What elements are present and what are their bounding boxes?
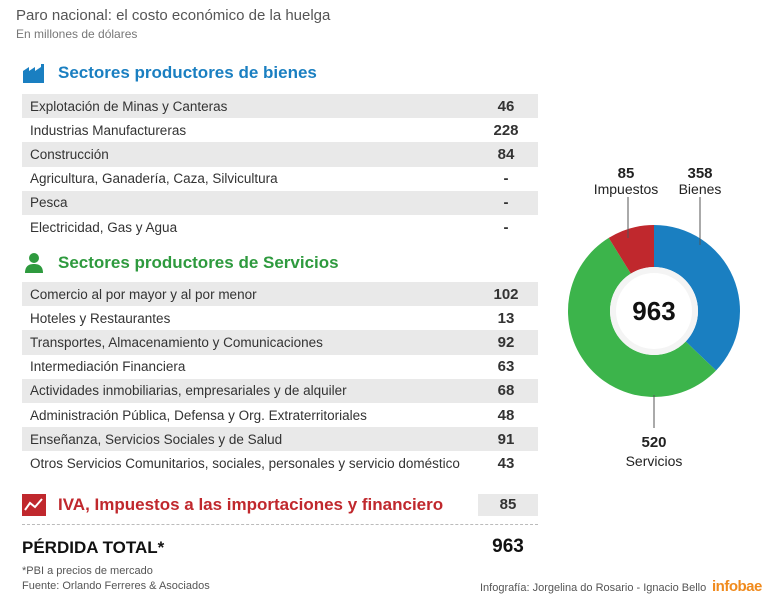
row-value: - bbox=[503, 218, 509, 236]
section-bienes-label: Sectores productores de bienes bbox=[58, 63, 317, 82]
chart-icon bbox=[22, 494, 46, 516]
row-value: 84 bbox=[497, 145, 515, 163]
donut-label-bienes: Bienes bbox=[679, 181, 722, 197]
table-row: Explotación de Minas y Canteras 46 bbox=[22, 94, 538, 119]
row-value: 91 bbox=[497, 430, 515, 448]
table-row: Industrias Manufactureras 228 bbox=[22, 118, 538, 142]
row-value: 48 bbox=[497, 406, 515, 424]
table-row: Comercio al por mayor y al por menor 102 bbox=[22, 282, 538, 307]
factory-icon bbox=[23, 64, 44, 83]
donut-slice-servicios bbox=[568, 237, 717, 397]
table-row: Construcción 84 bbox=[22, 142, 538, 167]
row-label: Enseñanza, Servicios Sociales y de Salud bbox=[30, 431, 283, 447]
section-iva-label: IVA, Impuestos a las importaciones y fin… bbox=[58, 495, 444, 514]
section-servicios-header: Sectores productores de Servicios bbox=[22, 252, 339, 274]
total-label: PÉRDIDA TOTAL* bbox=[22, 538, 165, 557]
credit: Infografía: Jorgelina do Rosario - Ignac… bbox=[480, 582, 707, 594]
bienes-table: Explotación de Minas y Canteras 46 Industr… bbox=[22, 94, 538, 239]
row-label: Otros Servicios Comunitarios, sociales, … bbox=[30, 455, 460, 471]
donut-slice-bienes bbox=[654, 225, 740, 371]
row-value: 228 bbox=[493, 121, 519, 139]
row-label: Hoteles y Restaurantes bbox=[30, 310, 171, 326]
row-label: Agricultura, Ganadería, Caza, Silvicultu… bbox=[30, 171, 278, 187]
row-label: Intermediación Financiera bbox=[30, 359, 186, 375]
table-row: Otros Servicios Comunitarios, sociales, … bbox=[22, 451, 538, 475]
table-row: Pesca - bbox=[22, 190, 538, 215]
row-value: - bbox=[503, 194, 509, 212]
row-value: 92 bbox=[497, 333, 515, 351]
table-row: Administración Pública, Defensa y Org. E… bbox=[22, 403, 538, 427]
table-row: Electricidad, Gas y Agua - bbox=[22, 215, 538, 239]
table-row: Transportes, Almacenamiento y Comunicaci… bbox=[22, 330, 538, 355]
servicios-table: Comercio al por mayor y al por menor 102 H… bbox=[22, 282, 538, 476]
row-value: 63 bbox=[497, 358, 515, 376]
row-label: Transportes, Almacenamiento y Comunicaci… bbox=[30, 334, 323, 350]
person-icon bbox=[25, 253, 43, 273]
section-bienes-header: Sectores productores de bienes bbox=[22, 62, 317, 84]
table-row: Intermediación Financiera 63 bbox=[22, 355, 538, 379]
donut-total: 963 bbox=[632, 296, 675, 326]
donut-label-impuestos: Impuestos bbox=[594, 181, 659, 197]
row-label: Comercio al por mayor y al por menor bbox=[30, 286, 257, 302]
donut-value-impuestos: 85 bbox=[618, 165, 635, 182]
row-value: 43 bbox=[497, 454, 515, 472]
row-label: Pesca bbox=[30, 195, 68, 211]
iva-value: 85 bbox=[478, 494, 538, 516]
donut-value-servicios: 520 bbox=[641, 434, 666, 451]
footnote: *PBI a precios de mercado bbox=[22, 565, 153, 577]
row-value: 102 bbox=[493, 285, 519, 303]
row-value: 68 bbox=[497, 382, 515, 400]
page-subtitle: En millones de dólares bbox=[16, 27, 138, 41]
row-label: Industrias Manufactureras bbox=[30, 122, 187, 138]
brand-logo: infobae bbox=[712, 578, 762, 595]
row-label: Electricidad, Gas y Agua bbox=[30, 219, 178, 235]
donut-label-servicios: Servicios bbox=[626, 453, 683, 469]
donut-center bbox=[616, 273, 692, 349]
table-row: Enseñanza, Servicios Sociales y de Salud… bbox=[22, 427, 538, 452]
divider bbox=[22, 524, 538, 525]
page-title: Paro nacional: el costo económico de la … bbox=[16, 7, 331, 24]
donut-value-bienes: 358 bbox=[687, 165, 712, 182]
row-label: Administración Pública, Defensa y Org. E… bbox=[30, 407, 367, 423]
source: Fuente: Orlando Ferreres & Asociados bbox=[22, 580, 210, 592]
section-servicios-label: Sectores productores de Servicios bbox=[58, 253, 339, 272]
row-label: Explotación de Minas y Canteras bbox=[30, 98, 228, 114]
table-row: Hoteles y Restaurantes 13 bbox=[22, 306, 538, 330]
total-value: 963 bbox=[492, 536, 524, 557]
table-row: Actividades inmobiliarias, empresariales… bbox=[22, 378, 538, 403]
section-iva-header: IVA, Impuestos a las importaciones y fin… bbox=[22, 494, 443, 516]
row-value: - bbox=[503, 170, 509, 188]
table-row: Agricultura, Ganadería, Caza, Silvicultu… bbox=[22, 167, 538, 191]
row-label: Actividades inmobiliarias, empresariales… bbox=[30, 383, 347, 399]
row-value: 13 bbox=[497, 309, 515, 327]
donut-slice-impuestos bbox=[608, 225, 654, 274]
row-value: 46 bbox=[497, 97, 515, 115]
row-label: Construcción bbox=[30, 146, 109, 162]
